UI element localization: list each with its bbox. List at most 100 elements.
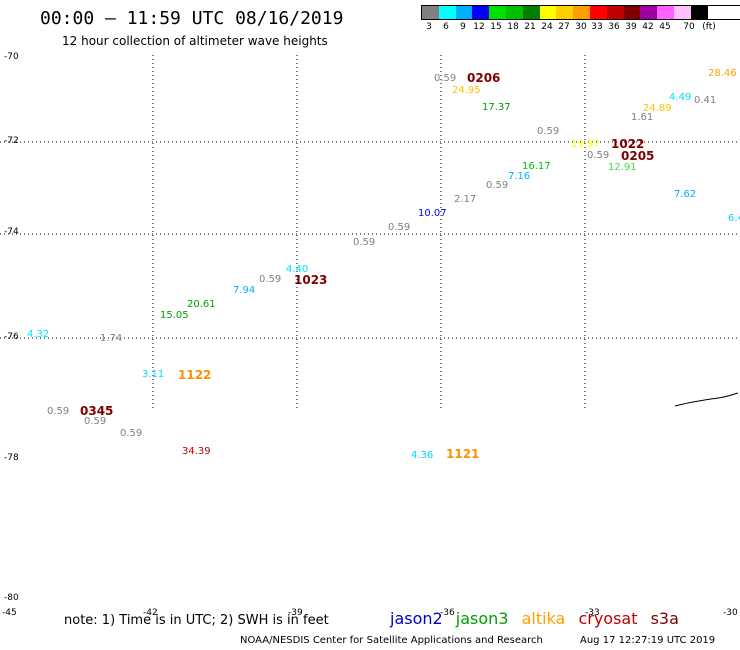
observation-label: 6.4 (728, 213, 740, 224)
observation-label: 0.59 (84, 416, 107, 427)
observation-label: 4.32 (27, 329, 50, 340)
lon-label: -42 (143, 608, 158, 618)
lon-label: -45 (2, 608, 17, 618)
legend-label: 42 (642, 22, 654, 32)
legend-swatch (673, 6, 691, 19)
observation-label: 0.59 (587, 150, 610, 161)
legend-label: 30 (575, 22, 587, 32)
legend-label: 27 (558, 22, 570, 32)
lat-label: -78 (4, 453, 19, 463)
observation-label: 12.91 (608, 162, 637, 173)
legend-label: 21 (524, 22, 536, 32)
legend-label: (ft) (702, 22, 716, 32)
satellite-name: altika (521, 609, 566, 628)
legend-swatch (489, 6, 506, 19)
legend-swatches (421, 5, 740, 20)
observation-label: 3.11 (142, 369, 165, 380)
satellite-name: s3a (650, 609, 679, 628)
observation-label: 17.37 (482, 102, 511, 113)
observation-label: 15.05 (160, 310, 189, 321)
satellite-name: jason2 (390, 609, 443, 628)
lat-label: -72 (4, 136, 19, 146)
legend-swatch (556, 6, 574, 19)
legend-swatch (589, 6, 607, 19)
legend-swatch (606, 6, 624, 19)
units-note: note: 1) Time is in UTC; 2) SWH is in fe… (64, 613, 329, 628)
observation-label: 4.49 (669, 92, 692, 103)
legend-swatch (422, 6, 439, 19)
legend-labels: 3 6 9 12 15 18 21 24 27 30 33 36 39 42 4… (421, 20, 740, 32)
observation-label: 0.59 (537, 126, 560, 137)
legend-swatch (657, 6, 674, 19)
lon-label: -30 (723, 608, 738, 618)
observation-label: 0345 (80, 404, 114, 418)
satellite-name: cryosat (578, 609, 638, 628)
legend-label: 70 (683, 22, 695, 32)
credit-line: NOAA/NESDIS Center for Satellite Applica… (240, 635, 543, 646)
observation-label: 0.41 (694, 95, 717, 106)
observation-label: 4.40 (286, 264, 309, 275)
observation-label: 24.95 (452, 85, 481, 96)
observation-label: 20.61 (187, 299, 216, 310)
color-legend: 3 6 9 12 15 18 21 24 27 30 33 36 39 42 4… (421, 5, 740, 32)
lon-label: -36 (440, 608, 455, 618)
lat-label: -74 (4, 227, 19, 237)
legend-swatch (573, 6, 590, 19)
observation-label: 19.97 (571, 139, 600, 150)
legend-label: 15 (490, 22, 502, 32)
observation-label: 16.17 (522, 161, 551, 172)
satellite-name: jason3 (455, 609, 509, 628)
observation-label: 10.07 (418, 208, 447, 219)
legend-label: 45 (659, 22, 671, 32)
observation-label: 0.59 (120, 428, 143, 439)
lon-label: -39 (288, 608, 303, 618)
observation-label: 1.61 (631, 112, 654, 123)
observation-label: 0.59 (486, 180, 509, 191)
lat-label: -80 (4, 593, 19, 603)
legend-swatch (455, 6, 473, 19)
observation-label: 1122 (178, 368, 212, 382)
observation-label: 28.46 (708, 68, 737, 79)
legend-swatch (539, 6, 557, 19)
legend-swatch (690, 6, 708, 19)
observation-label: 2.17 (454, 194, 477, 205)
legend-label: 9 (460, 22, 466, 32)
lon-label: -33 (585, 608, 600, 618)
lat-label: -70 (4, 52, 19, 62)
legend-swatch (522, 6, 540, 19)
observation-label: 7.62 (674, 189, 697, 200)
legend-swatch (438, 6, 456, 19)
observation-label: 0.59 (47, 406, 70, 417)
legend-swatch (505, 6, 523, 19)
observation-label: 34.39 (182, 446, 211, 457)
legend-label: 12 (473, 22, 485, 32)
legend-label: 18 (507, 22, 519, 32)
observation-label: 0.59 (388, 222, 411, 233)
legend-swatch (472, 6, 490, 19)
map-title: 00:00 – 11:59 UTC 08/16/2019 (40, 8, 344, 29)
observation-label: 24.89 (643, 103, 672, 114)
observation-label: 0.59 (353, 237, 376, 248)
legend-swatch (640, 6, 658, 19)
coastline (674, 392, 739, 407)
observation-label: 0206 (467, 71, 501, 85)
observation-label: 1.74 (100, 333, 123, 344)
observation-label: 1022 (611, 137, 645, 151)
satellite-legend: jason2 jason3 altika cryosat s3a (390, 609, 687, 628)
observation-label: 0.59 (259, 274, 282, 285)
legend-label: 33 (591, 22, 603, 32)
map-subtitle: 12 hour collection of altimeter wave hei… (62, 34, 328, 48)
legend-label: 6 (443, 22, 449, 32)
legend-swatch (623, 6, 641, 19)
observation-label: 0205 (621, 149, 655, 163)
generation-timestamp: Aug 17 12:27:19 UTC 2019 (580, 635, 716, 646)
observation-label: 1023 (294, 273, 328, 287)
legend-label: 24 (541, 22, 553, 32)
lat-label: -76 (4, 332, 19, 342)
legend-label: 36 (608, 22, 620, 32)
legend-label: 3 (426, 22, 432, 32)
observation-label: 1121 (446, 447, 480, 461)
observation-label: 4.36 (411, 450, 434, 461)
observation-label: 7.94 (233, 285, 256, 296)
